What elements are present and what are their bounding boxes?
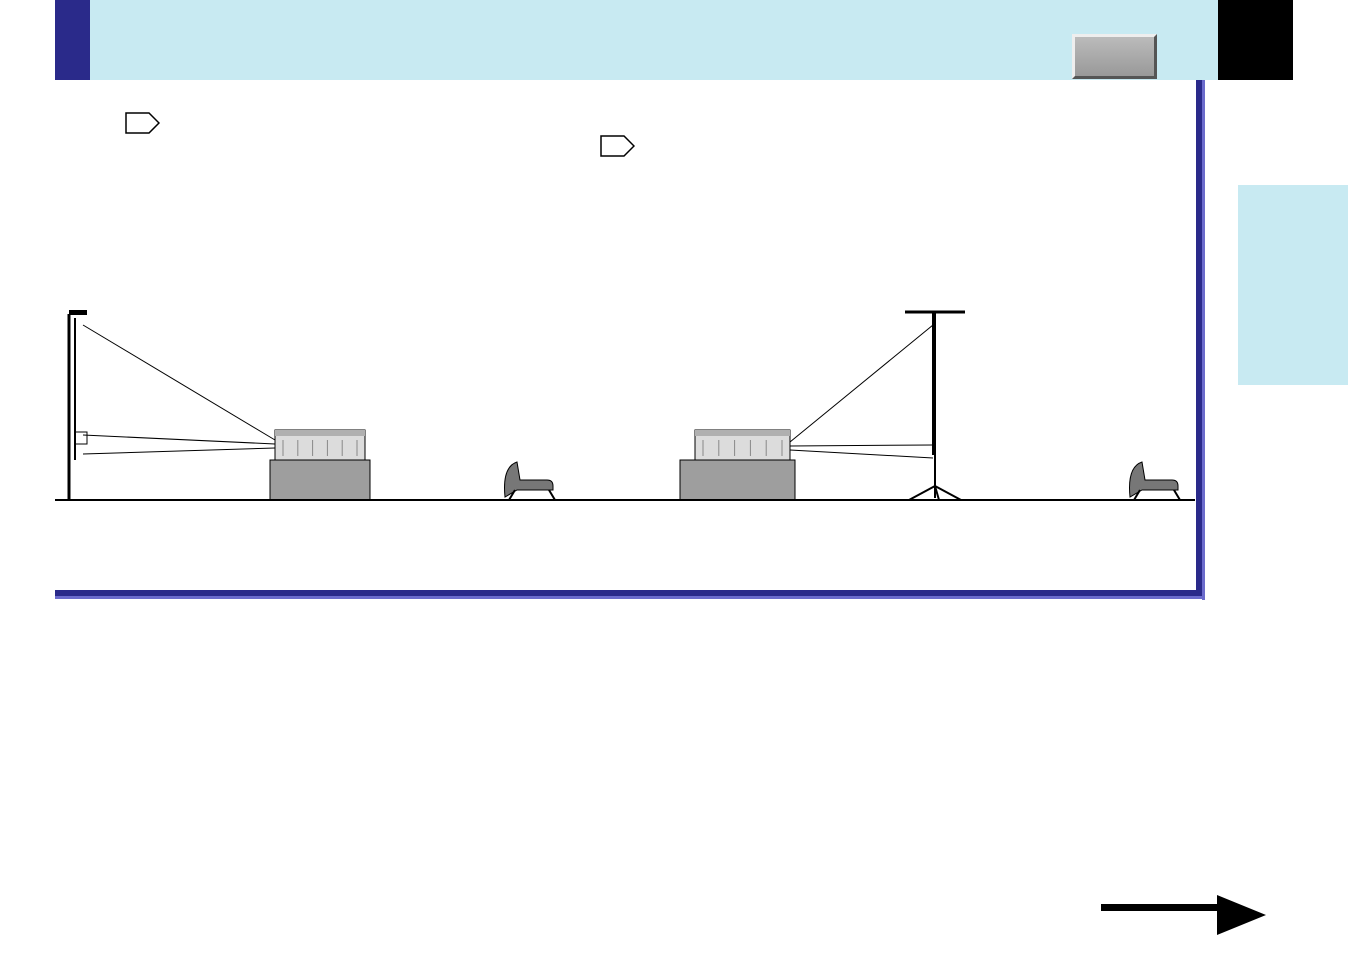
header-accent-black [1218,0,1293,80]
side-tab [1238,185,1348,385]
next-arrow-icon[interactable] [1101,891,1266,939]
diagram-area [55,100,1195,540]
header-band [55,0,1235,80]
content-frame-bottom-shadow [55,596,1205,599]
content-frame-right-shadow [1202,80,1205,600]
header-button[interactable] [1072,34,1157,79]
projector-diagrams [55,100,1195,540]
header-accent-blue [55,0,90,80]
